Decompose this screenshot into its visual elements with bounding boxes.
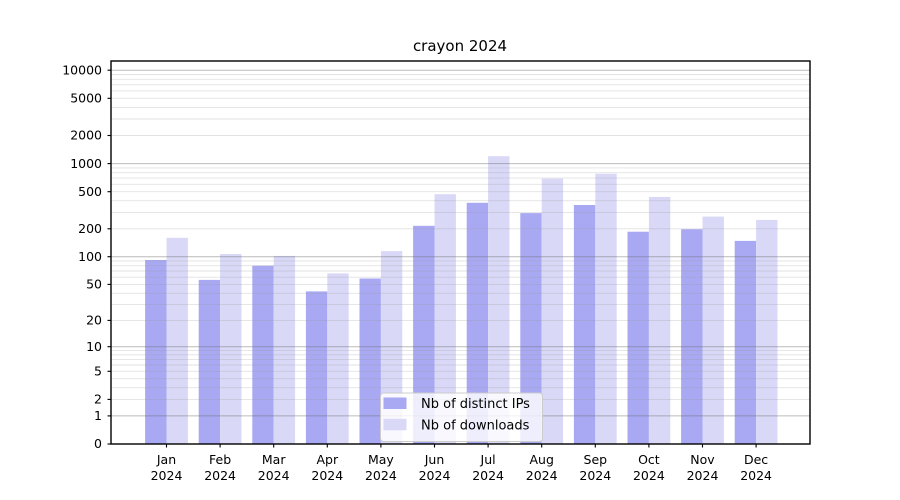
bar-may-distinct-ips — [359, 278, 381, 444]
bar-aug-distinct-ips — [520, 213, 542, 444]
x-tick-label-year: 2024 — [740, 468, 772, 483]
x-tick-label-month: Jan — [156, 452, 176, 467]
y-tick-label: 2000 — [70, 128, 102, 143]
bar-jan-downloads — [166, 237, 188, 444]
x-tick-label-month: Aug — [529, 452, 553, 467]
x-tick-label-year: 2024 — [526, 468, 558, 483]
x-tick-label-month: Feb — [209, 452, 231, 467]
x-tick-label-year: 2024 — [419, 468, 451, 483]
bar-sep-downloads — [595, 173, 617, 444]
legend: Nb of distinct IPs Nb of downloads — [380, 392, 543, 442]
grid-lines-layer — [111, 69, 810, 417]
x-tick-label-year: 2024 — [258, 468, 290, 483]
bar-apr-distinct-ips — [305, 291, 328, 444]
bar-mar-downloads — [273, 255, 296, 444]
bar-sep-distinct-ips — [573, 205, 596, 444]
y-tick-label: 10000 — [62, 62, 102, 77]
x-tick-label-month: Jun — [424, 452, 445, 467]
y-tick-label: 0 — [94, 436, 102, 451]
bar-mar-distinct-ips — [252, 265, 274, 444]
x-tick-label-month: Nov — [690, 452, 715, 467]
bar-jul-downloads — [488, 156, 510, 444]
y-tick-label: 20 — [86, 313, 102, 328]
y-tick-label: 5 — [94, 364, 102, 379]
x-tick-label-month: Jul — [480, 452, 496, 467]
x-tick-label-year: 2024 — [151, 468, 183, 483]
plot-frame — [110, 60, 811, 445]
bars-layer — [145, 156, 778, 444]
x-tick-label-month: Apr — [316, 452, 338, 467]
bar-jun-distinct-ips — [413, 225, 435, 444]
x-tick-label-month: May — [368, 452, 394, 467]
y-tick-label: 1 — [94, 408, 102, 423]
bar-dec-distinct-ips — [734, 240, 757, 444]
y-tick-label: 5000 — [70, 91, 102, 106]
y-tick-label: 2 — [94, 392, 102, 407]
x-tick-label-year: 2024 — [365, 468, 397, 483]
bar-nov-distinct-ips — [681, 229, 703, 444]
bar-feb-downloads — [220, 254, 242, 444]
bar-feb-distinct-ips — [198, 279, 221, 444]
x-tick-label-month: Mar — [262, 452, 286, 467]
x-tick-label-month: Sep — [584, 452, 608, 467]
bar-jan-distinct-ips — [145, 260, 167, 444]
x-tick-label-year: 2024 — [311, 468, 343, 483]
y-tick-label: 1000 — [70, 156, 102, 171]
x-tick-label-year: 2024 — [633, 468, 665, 483]
bar-oct-downloads — [648, 196, 671, 444]
legend-label-downloads: Nb of downloads — [421, 418, 530, 433]
x-tick-label-year: 2024 — [579, 468, 611, 483]
axis-layer: 012510205010020050010002000500010000Jan2… — [62, 62, 772, 483]
legend-label-distinct-ips: Nb of distinct IPs — [421, 397, 530, 412]
x-tick-label-year: 2024 — [204, 468, 236, 483]
bar-jul-distinct-ips — [466, 202, 489, 444]
legend-swatch-distinct-ips — [383, 397, 407, 409]
legend-swatch-downloads — [383, 418, 407, 431]
bar-aug-downloads — [541, 178, 564, 444]
x-tick-label-year: 2024 — [472, 468, 504, 483]
y-tick-label: 10 — [86, 339, 102, 354]
y-tick-label: 100 — [78, 249, 102, 264]
x-tick-label-month: Oct — [638, 452, 660, 467]
legend-box — [380, 392, 543, 442]
y-tick-label: 50 — [86, 277, 102, 292]
chart-title: crayon 2024 — [413, 37, 507, 55]
bar-dec-downloads — [756, 219, 778, 444]
bar-jun-downloads — [434, 194, 456, 444]
x-tick-label-year: 2024 — [687, 468, 719, 483]
bar-nov-downloads — [702, 216, 724, 444]
bar-apr-downloads — [327, 273, 349, 444]
y-tick-label: 500 — [78, 184, 102, 199]
y-tick-label: 200 — [78, 221, 102, 236]
bar-oct-distinct-ips — [627, 231, 649, 444]
x-tick-label-month: Dec — [744, 452, 768, 467]
